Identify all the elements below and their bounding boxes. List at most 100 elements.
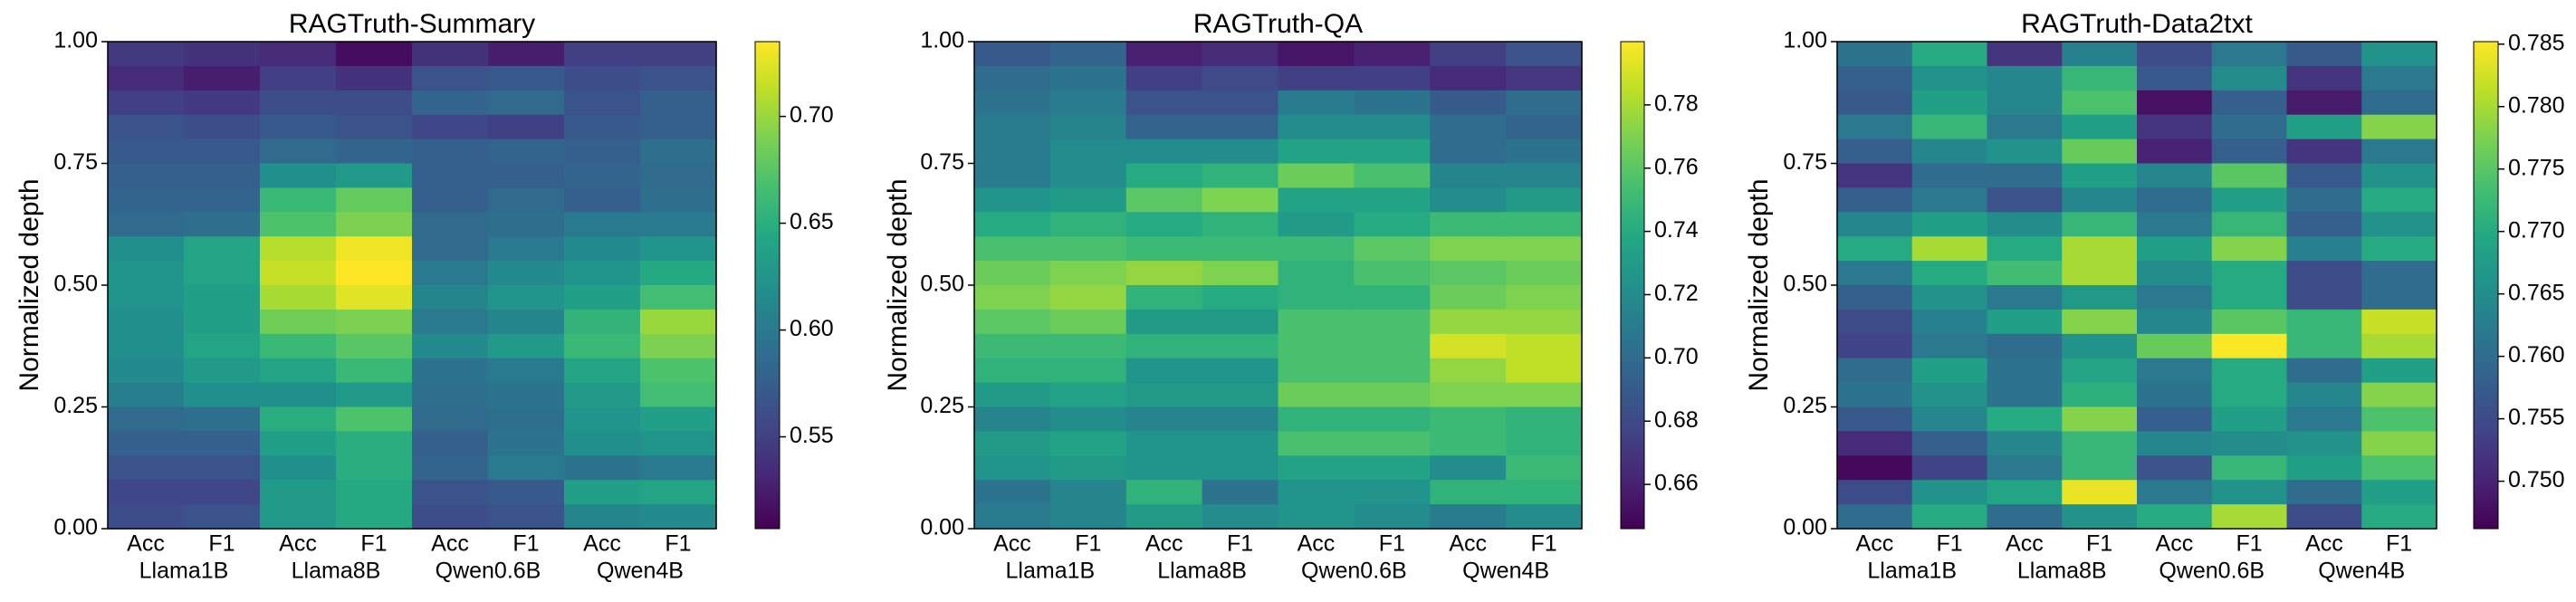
heatmap-cell [1202,406,1279,432]
heatmap-cell [108,382,185,408]
heatmap-cell [2286,382,2362,408]
heatmap-cell [2211,90,2288,116]
heatmap-cell [974,480,1051,505]
heatmap-cell [108,90,185,116]
heatmap-cell [336,455,413,481]
heatmap-cell [2211,163,2288,188]
heatmap-cell [1911,261,1988,286]
heatmap-cell [2211,261,2288,286]
heatmap-cell [1506,163,1583,188]
heatmap-cell [2211,406,2288,432]
heatmap-cell [260,358,337,384]
heatmap-cell [1506,480,1583,505]
heatmap-cell [2361,163,2437,188]
heatmap-cell [640,406,717,432]
heatmap-cell [108,309,185,335]
heatmap-cell [1987,65,2063,91]
heatmap-cell [1911,382,1988,408]
heatmap-cell [2137,163,2213,188]
heatmap-cell [260,333,337,359]
heatmap-cell [1278,90,1355,116]
x-tick-label: F1 [2236,531,2263,557]
heatmap-cell [184,42,261,67]
heatmap-cell [1430,187,1507,213]
heatmap-cell [2286,309,2362,335]
heatmap-cell [1354,480,1431,505]
heatmap-cell [1506,333,1583,359]
heatmap-cell [1987,285,2063,311]
x-tick-label: F1 [2386,531,2412,557]
model-group-label: Qwen0.6B [1301,559,1407,584]
heatmap-cell [974,163,1051,188]
heatmap-cell [1278,114,1355,140]
heatmap-cell [2137,261,2213,286]
heatmap-cell [2137,285,2213,311]
x-tick-label: Acc [993,531,1031,557]
heatmap-cell [2062,358,2138,384]
heatmap-cell [1202,114,1279,140]
heatmap-cell [1278,163,1355,188]
heatmap-cell [1430,114,1507,140]
heatmap-cell [974,285,1051,311]
heatmap-cell [2137,90,2213,116]
heatmap-cell [260,139,337,165]
heatmap-cell [564,90,641,116]
heatmap-cell [488,42,565,67]
heatmap-cell [412,261,489,286]
heatmap-cell [640,163,717,188]
heatmap-cell [184,431,261,456]
heatmap-cell [564,333,641,359]
heatmap-cell [412,455,489,481]
heatmap-cell [1430,163,1507,188]
heatmap-cell [336,406,413,432]
colorbar-tick-label: 0.755 [2508,405,2565,430]
heatmap-cell [1278,431,1355,456]
heatmap-cell [1278,187,1355,213]
heatmap-cell [1049,90,1127,116]
heatmap-cell [2062,382,2138,408]
heatmap-cell [564,212,641,237]
colorbar-tick-label: 0.72 [1654,281,1699,306]
x-tick-label: F1 [208,531,235,557]
heatmap-cell [412,212,489,237]
heatmap-cell [184,261,261,286]
heatmap-cell [2062,139,2138,165]
heatmap-cell [1202,309,1279,335]
heatmap-cell [1354,163,1431,188]
heatmap-cell [108,455,185,481]
heatmap-cell [1125,504,1203,530]
heatmap-cell [412,42,489,67]
heatmap-cell [2137,480,2213,505]
heatmap-cell [260,42,337,67]
heatmap-cell [1911,309,1988,335]
heatmap-cell [1837,261,1913,286]
heatmap-cell [1354,261,1431,286]
heatmap-cell [184,504,261,530]
heatmap-cell [1278,333,1355,359]
heatmap-cell [1987,187,2063,213]
colorbar [2473,41,2499,530]
heatmap-cell [1430,406,1507,432]
heatmap-cell [1987,333,2063,359]
heatmap-cell [1049,358,1127,384]
heatmap-cell [1430,212,1507,237]
heatmap-cell [1430,42,1507,67]
heatmap-cell [2137,431,2213,456]
heatmap-cell [1125,406,1203,432]
heatmap-cell [1202,480,1279,505]
heatmap-cell [1837,236,1913,262]
heatmap-cell [184,333,261,359]
heatmap-cell [336,333,413,359]
heatmap-cell [1911,358,1988,384]
heatmap-cell [260,285,337,311]
heatmap-cell [1837,65,1913,91]
heatmap-cell [2062,187,2138,213]
model-group-label: Llama1B [1867,559,1957,584]
heatmap-cell [974,261,1051,286]
heatmap-cell [1506,114,1583,140]
heatmap-cell [260,90,337,116]
heatmap-cell [1430,358,1507,384]
heatmap-cell [260,504,337,530]
heatmap-cell [184,114,261,140]
heatmap-cell [1354,236,1431,262]
